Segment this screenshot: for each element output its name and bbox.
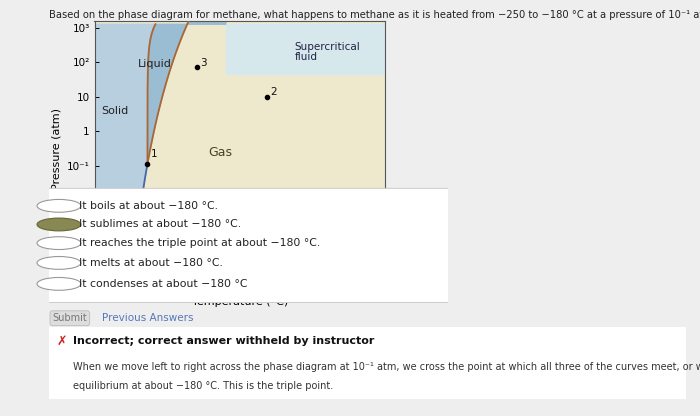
Y-axis label: Pressure (atm): Pressure (atm): [51, 108, 61, 190]
Text: 2: 2: [270, 87, 277, 97]
Circle shape: [37, 199, 81, 212]
Text: Supercritical: Supercritical: [295, 42, 360, 52]
Text: It melts at about −180 °C.: It melts at about −180 °C.: [79, 258, 223, 268]
Polygon shape: [94, 24, 155, 416]
Text: 3: 3: [199, 58, 206, 68]
Text: fluid: fluid: [295, 52, 318, 62]
Text: Based on the phase diagram for methane, what happens to methane as it is heated : Based on the phase diagram for methane, …: [49, 10, 700, 20]
Text: Liquid: Liquid: [138, 59, 172, 69]
Text: Incorrect; correct answer withheld by instructor: Incorrect; correct answer withheld by in…: [74, 336, 375, 346]
Circle shape: [37, 257, 81, 269]
Text: It boils at about −180 °C.: It boils at about −180 °C.: [79, 201, 218, 211]
Text: It reaches the triple point at about −180 °C.: It reaches the triple point at about −18…: [79, 238, 320, 248]
Polygon shape: [226, 24, 385, 74]
FancyBboxPatch shape: [43, 326, 692, 400]
Text: It sublimes at about −180 °C.: It sublimes at about −180 °C.: [79, 220, 241, 230]
Text: ✗: ✗: [57, 334, 67, 348]
Text: 1: 1: [150, 149, 158, 159]
FancyBboxPatch shape: [47, 188, 450, 302]
Circle shape: [37, 218, 81, 231]
Text: Submit: Submit: [52, 313, 88, 323]
Text: equilibrium at about −180 °C. This is the triple point.: equilibrium at about −180 °C. This is th…: [74, 381, 333, 391]
Circle shape: [37, 237, 81, 250]
X-axis label: Temperature (°C): Temperature (°C): [192, 297, 288, 307]
Text: It condenses at about −180 °C: It condenses at about −180 °C: [79, 279, 247, 289]
Circle shape: [37, 277, 81, 290]
Polygon shape: [148, 0, 226, 163]
Text: Gas: Gas: [209, 146, 232, 158]
Text: Solid: Solid: [101, 106, 128, 116]
Text: Previous Answers: Previous Answers: [102, 313, 193, 323]
Text: When we move left to right across the phase diagram at 10⁻¹ atm, we cross the po: When we move left to right across the ph…: [74, 362, 700, 372]
